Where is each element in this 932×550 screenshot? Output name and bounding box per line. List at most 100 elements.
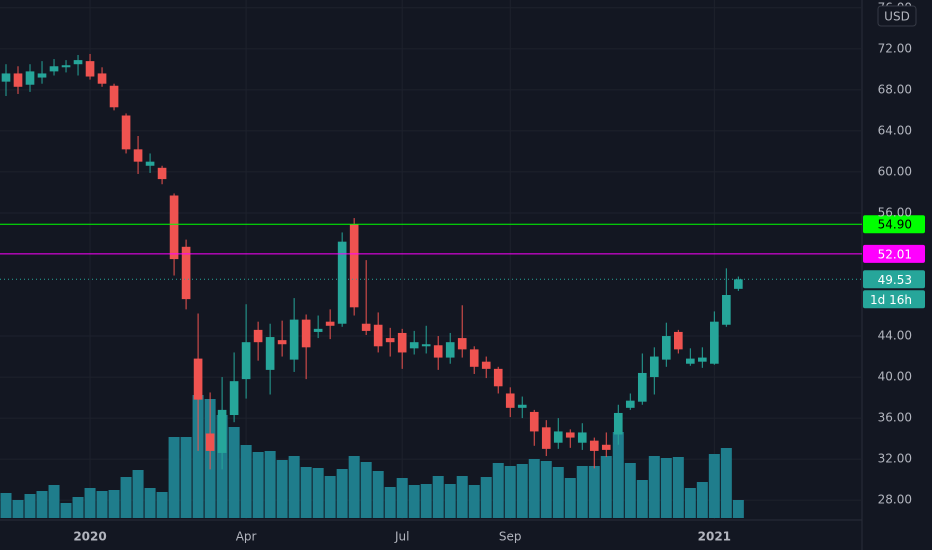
volume-bar: [468, 485, 480, 518]
volume-bar: [108, 490, 120, 518]
volume-bar: [636, 480, 648, 518]
candle-body: [349, 224, 359, 308]
volume-bar: [348, 456, 360, 518]
candle-body: [49, 66, 59, 72]
candle-body: [253, 329, 263, 343]
x-tick-label: 2020: [73, 530, 106, 544]
candle-body: [661, 336, 671, 360]
price-label: 52.01: [878, 247, 912, 261]
axis-layer: 28.00 32.00 36.00 40.00 44.00 56.00 60.00 64.00…: [73, 0, 912, 543]
volume-bar: [192, 395, 204, 518]
volume-bar: [576, 466, 588, 518]
y-tick-label: 56.00: [878, 205, 912, 219]
candle-body: [685, 358, 695, 364]
candle-body: [541, 427, 551, 449]
candle-body: [529, 411, 539, 432]
candle-body: [722, 295, 731, 325]
volume-bar: [48, 485, 60, 518]
candle-body: [625, 400, 635, 408]
price-label-box: [863, 244, 925, 263]
volume-bar: [96, 491, 108, 518]
volume-bar: [708, 454, 720, 518]
grid: [0, 0, 862, 520]
candle-body: [25, 71, 35, 85]
y-tick-label: 28.00: [878, 493, 912, 507]
volume-bar: [600, 456, 612, 518]
currency-box[interactable]: [877, 5, 917, 27]
candle-body: [385, 338, 395, 343]
y-tick-label: 60.00: [878, 164, 912, 178]
candle-body: [565, 432, 575, 438]
candle-body: [121, 115, 131, 150]
volume-bar: [336, 469, 348, 518]
candle-body: [193, 358, 203, 400]
volume-bar: [504, 466, 516, 518]
candle-body: [145, 161, 155, 166]
candle-body: [373, 324, 383, 347]
candle-body: [97, 73, 107, 84]
candle-body: [109, 85, 119, 108]
volume-bar: [252, 452, 264, 518]
volume-bar: [432, 476, 444, 518]
volume-bar: [144, 488, 156, 518]
x-tick-label: Sep: [499, 530, 522, 544]
volume-bar: [168, 437, 180, 518]
volume-bar: [672, 457, 684, 518]
volume-bar: [84, 488, 96, 518]
candle-body: [445, 342, 455, 358]
volume-bar: [264, 451, 276, 518]
volume-bar: [12, 500, 24, 518]
candle-body: [13, 73, 23, 87]
volume-bar: [492, 463, 504, 518]
x-tick-label: 2021: [698, 530, 731, 544]
volume-bar: [360, 462, 372, 518]
volume-bar: [324, 476, 336, 518]
y-tick-label: 44.00: [878, 329, 912, 343]
candle-body: [457, 338, 467, 350]
candle-body: [61, 65, 71, 68]
candle-body: [241, 342, 251, 380]
candle-body: [613, 412, 623, 435]
volume-bar: [120, 477, 132, 518]
candle-body: [481, 361, 491, 369]
candle-body: [493, 368, 503, 387]
price-label: 54.90: [878, 218, 912, 232]
candle-body: [73, 60, 83, 65]
candle-body: [85, 61, 95, 77]
y-tick-label: 72.00: [878, 41, 912, 55]
countdown-box: [863, 290, 925, 309]
candle-body: [277, 340, 287, 345]
candle-body: [133, 149, 143, 162]
y-tick-label: 36.00: [878, 411, 912, 425]
volume-bar: [228, 427, 240, 518]
countdown: 1d 16h: [870, 293, 912, 307]
volume-bar: [696, 482, 708, 518]
volume-bar: [720, 448, 732, 518]
candle-body: [37, 73, 47, 78]
candle-body: [421, 344, 431, 347]
volume-bar: [516, 464, 528, 518]
y-tick-label: 32.00: [878, 452, 912, 466]
candle-body: [601, 444, 611, 450]
candle-body: [553, 431, 563, 443]
candle-body: [698, 357, 707, 362]
volume-bar: [732, 500, 744, 518]
candle-body: [517, 404, 527, 408]
candle-body: [217, 409, 227, 453]
volume-bar: [384, 487, 396, 518]
candle-body: [337, 241, 347, 324]
volume-bar: [0, 493, 12, 518]
volume-layer: [0, 395, 744, 518]
candle-body: [734, 279, 743, 289]
candle-body: [409, 342, 419, 349]
candle-body: [649, 356, 659, 378]
volume-bar: [300, 467, 312, 518]
currency[interactable]: USD: [884, 10, 910, 24]
candle-body: [289, 319, 299, 360]
volume-bar: [276, 460, 288, 518]
volume-bar: [420, 484, 432, 518]
candle-layer: [1, 53, 743, 470]
candle-body: [265, 337, 275, 370]
price-line-layer: 54.90 52.01 49.53 1d 16h: [0, 215, 925, 309]
